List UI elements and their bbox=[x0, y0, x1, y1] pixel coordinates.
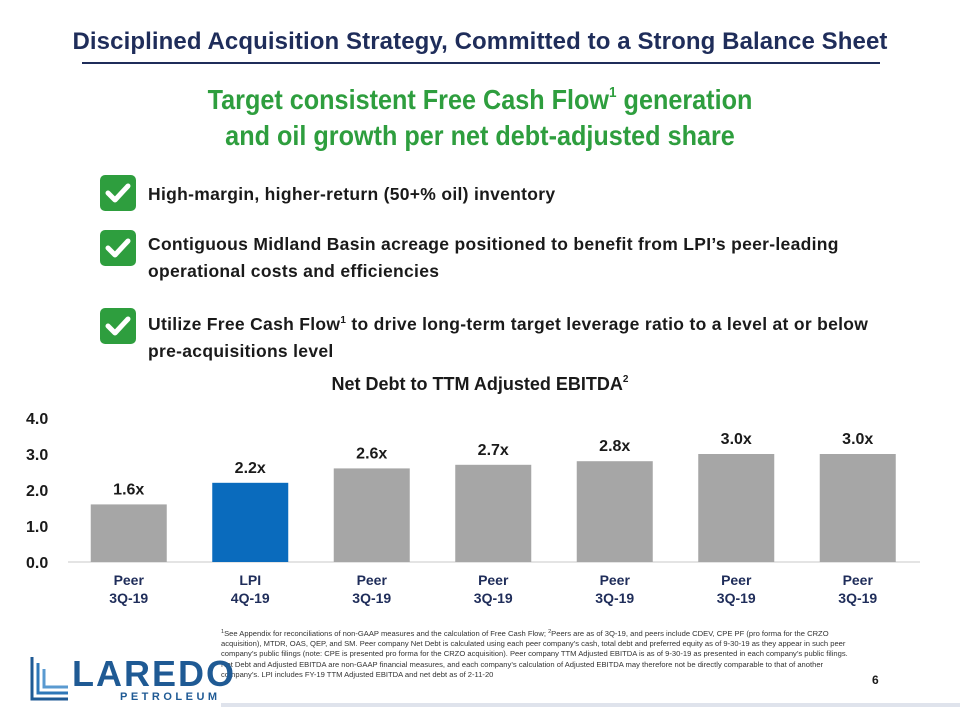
bar bbox=[455, 464, 532, 562]
bar-value-label: 2.6x bbox=[356, 445, 387, 462]
bar-value-label: 3.0x bbox=[721, 431, 752, 448]
footnote: 1See Appendix for reconciliations of non… bbox=[221, 629, 848, 679]
footer-divider bbox=[221, 703, 960, 707]
chart-title: Net Debt to TTM Adjusted EBITDA2 bbox=[331, 374, 629, 394]
checkmark-icon bbox=[100, 175, 136, 211]
y-tick-label: 1.0 bbox=[26, 519, 48, 536]
bar-value-label: 2.8x bbox=[599, 438, 630, 455]
x-tick-label: Peer bbox=[843, 572, 874, 588]
y-tick-label: 2.0 bbox=[26, 483, 48, 500]
bar-value-label: 2.7x bbox=[478, 442, 509, 459]
company-logo: LAREDO PETROLEUM bbox=[28, 653, 234, 708]
checkmark-icon bbox=[100, 230, 136, 266]
x-tick-label: Peer bbox=[357, 572, 388, 588]
chart-title-footnote-ref: 2 bbox=[622, 374, 629, 385]
logo-mark-icon bbox=[30, 657, 68, 701]
x-tick-sublabel: 3Q-19 bbox=[838, 590, 877, 606]
bullet-3: Utilize Free Cash Flow1 to drive long-te… bbox=[148, 314, 869, 361]
bar-value-label: 1.6x bbox=[113, 481, 144, 498]
bar-chart: 0.0 1.0 2.0 3.0 4.0 1.6x Peer 3Q-19 2.2x LPI 4Q-19… bbox=[26, 411, 920, 606]
bar bbox=[576, 461, 653, 562]
bar bbox=[90, 504, 167, 562]
x-tick-label: Peer bbox=[114, 572, 145, 588]
x-tick-label: LPI bbox=[239, 572, 261, 588]
x-tick-sublabel: 3Q-19 bbox=[717, 590, 756, 606]
x-tick-sublabel: 3Q-19 bbox=[595, 590, 634, 606]
bar bbox=[819, 454, 896, 562]
headline-line-1: Target consistent Free Cash Flow1 genera… bbox=[207, 84, 753, 115]
bar bbox=[333, 468, 410, 562]
x-tick-sublabel: 3Q-19 bbox=[352, 590, 391, 606]
bar-value-label: 2.2x bbox=[235, 460, 266, 477]
y-tick-label: 4.0 bbox=[26, 411, 48, 428]
slide-title: Disciplined Acquisition Strategy, Commit… bbox=[72, 28, 888, 55]
logo-wordmark: LAREDO bbox=[72, 653, 236, 694]
bar bbox=[698, 454, 775, 562]
x-tick-label: Peer bbox=[478, 572, 509, 588]
x-tick-sublabel: 3Q-19 bbox=[109, 590, 148, 606]
y-tick-label: 0.0 bbox=[26, 555, 48, 572]
title-divider bbox=[82, 62, 880, 64]
x-tick-label: Peer bbox=[600, 572, 631, 588]
headline-footnote-ref: 1 bbox=[609, 84, 617, 101]
y-tick-label: 3.0 bbox=[26, 447, 48, 464]
x-tick-label: Peer bbox=[721, 572, 752, 588]
checkmark-icon bbox=[100, 308, 136, 344]
page-number: 6 bbox=[872, 673, 879, 687]
headline-line-2: and oil growth per net debt-adjusted sha… bbox=[225, 120, 735, 151]
x-tick-sublabel: 4Q-19 bbox=[231, 590, 270, 606]
x-tick-sublabel: 3Q-19 bbox=[474, 590, 513, 606]
bullet-1: High-margin, higher-return (50+% oil) in… bbox=[148, 184, 556, 204]
bar-value-label: 3.0x bbox=[842, 431, 873, 448]
bar bbox=[212, 482, 289, 562]
logo-subtitle: PETROLEUM bbox=[120, 691, 221, 703]
bullet-footnote-ref: 1 bbox=[340, 315, 347, 326]
bullet-2: Contiguous Midland Basin acreage positio… bbox=[148, 234, 839, 281]
